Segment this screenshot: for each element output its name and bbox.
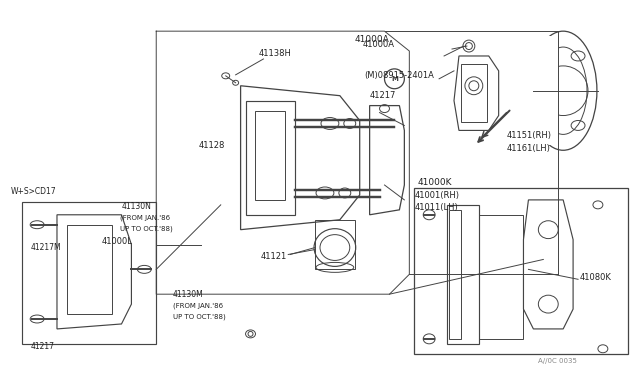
Text: (FROM JAN.'86: (FROM JAN.'86: [120, 215, 170, 221]
Text: M: M: [391, 76, 398, 82]
Text: 41000A: 41000A: [363, 39, 395, 49]
Text: 41121: 41121: [260, 252, 287, 261]
Text: 41130M: 41130M: [173, 290, 204, 299]
Text: 41001(RH): 41001(RH): [414, 192, 460, 201]
Polygon shape: [529, 36, 558, 145]
Text: UP TO OCT.'88): UP TO OCT.'88): [120, 225, 172, 232]
Text: UP TO OCT.'88): UP TO OCT.'88): [173, 314, 226, 320]
Text: 41161(LH): 41161(LH): [507, 144, 550, 153]
Text: 41000A: 41000A: [355, 35, 390, 44]
Text: 41000K: 41000K: [417, 177, 452, 186]
Text: 41011(LH): 41011(LH): [414, 203, 458, 212]
Text: 41217M: 41217M: [30, 243, 61, 252]
Text: 41151(RH): 41151(RH): [507, 131, 552, 140]
Text: (FROM JAN.'86: (FROM JAN.'86: [173, 303, 223, 310]
Text: (M)08915-2401A: (M)08915-2401A: [365, 71, 435, 80]
Text: 41128: 41128: [199, 141, 225, 150]
Text: 41138H: 41138H: [259, 48, 291, 58]
Text: 41217: 41217: [370, 91, 396, 100]
Text: 41000L: 41000L: [102, 237, 132, 246]
Text: 41130N: 41130N: [122, 202, 152, 211]
Text: A//0C 0035: A//0C 0035: [538, 358, 577, 364]
Text: 41080K: 41080K: [580, 273, 612, 282]
Text: 41217: 41217: [30, 342, 54, 351]
Text: W+S>CD17: W+S>CD17: [10, 187, 56, 196]
